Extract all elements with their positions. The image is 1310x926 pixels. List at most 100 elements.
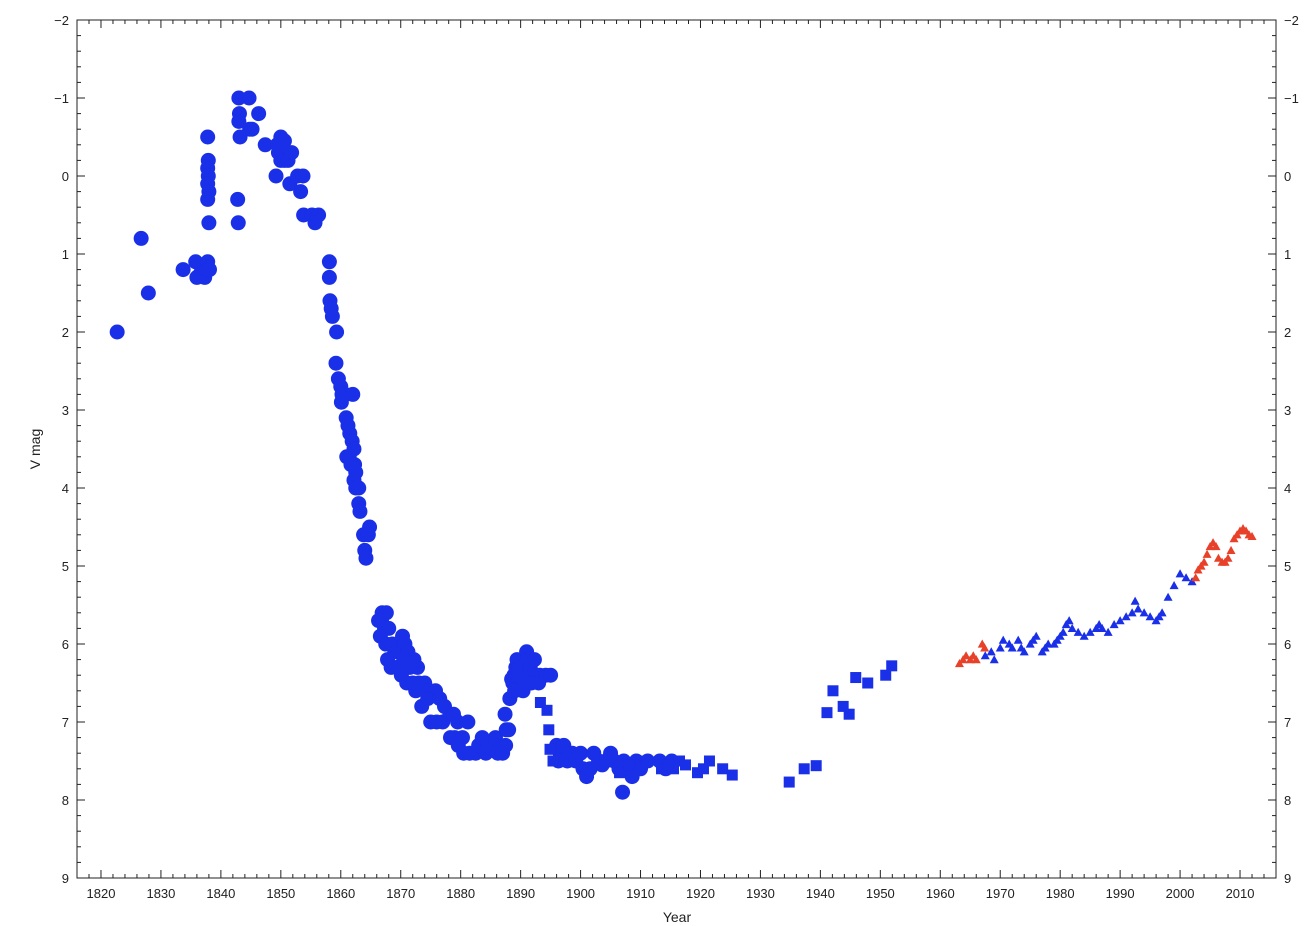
y-tick-label-left: 4 (62, 481, 69, 496)
y-tick-label-left: 6 (62, 637, 69, 652)
data-point-triangle (971, 655, 981, 664)
data-point-triangle (1163, 592, 1173, 601)
data-point-circle (276, 133, 292, 149)
data-point-triangle (1130, 596, 1140, 605)
x-tick-label: 1880 (446, 886, 475, 901)
y-tick-label-right: −2 (1284, 13, 1299, 28)
data-point-circle (200, 129, 216, 145)
x-tick-label: 1850 (266, 886, 295, 901)
y-tick-label-left: −2 (54, 13, 69, 28)
data-point-circle (251, 106, 267, 122)
data-point-triangle (961, 651, 971, 660)
data-point-circle (268, 168, 284, 184)
data-point-triangle (1211, 542, 1221, 551)
data-point-circle (410, 659, 426, 675)
data-point-square (679, 759, 691, 771)
data-point-circle (257, 137, 273, 153)
data-point-circle (498, 737, 514, 753)
x-tick-label: 1960 (926, 886, 955, 901)
data-point-square (541, 704, 553, 716)
data-point-square (656, 763, 668, 775)
data-point-circle (201, 215, 217, 231)
data-point-square (726, 769, 738, 781)
data-point-square (641, 755, 653, 767)
data-point-triangle (998, 635, 1008, 644)
x-tick-label: 2010 (1226, 886, 1255, 901)
x-tick-label: 1940 (806, 886, 835, 901)
data-point-circle (231, 113, 247, 129)
data-point-triangle (1085, 627, 1095, 636)
data-point-circle (324, 308, 340, 324)
x-tick-label: 1820 (87, 886, 116, 901)
data-point-triangle (1007, 643, 1017, 652)
data-point-circle (140, 285, 156, 301)
data-point-triangle (1121, 612, 1131, 621)
data-point-triangle (1109, 620, 1119, 629)
data-point-square (886, 660, 898, 672)
data-point-triangle (1058, 627, 1068, 636)
data-point-circle (307, 215, 323, 231)
x-tick-label: 1840 (206, 886, 235, 901)
data-point-square (703, 755, 715, 767)
y-tick-label-left: 1 (62, 247, 69, 262)
data-point-circle (497, 706, 513, 722)
x-tick-label: 1830 (146, 886, 175, 901)
data-point-circle (329, 324, 345, 340)
y-tick-label-left: 7 (62, 715, 69, 730)
data-point-circle (351, 480, 367, 496)
x-tick-label: 1950 (866, 886, 895, 901)
data-point-triangle (1115, 616, 1125, 625)
y-tick-label-right: 6 (1284, 637, 1291, 652)
data-point-square (543, 724, 555, 736)
data-point-circle (230, 191, 246, 207)
data-point-circle (293, 184, 309, 200)
data-point-triangle (1103, 627, 1113, 636)
data-point-square (717, 763, 729, 775)
data-point-triangle (1213, 553, 1223, 562)
data-point-triangle (1043, 639, 1053, 648)
data-point-circle (230, 215, 246, 231)
data-point-circle (408, 683, 424, 699)
tick-labels: 1820 1830 1840 1850 1860 1870 1880 1890 1900 1910… (54, 13, 1299, 901)
y-tick-label-right: 5 (1284, 559, 1291, 574)
y-tick-label-left: −1 (54, 91, 69, 106)
data-point-square (668, 763, 680, 775)
data-point-circle (328, 355, 344, 371)
y-tick-label-right: 0 (1284, 169, 1291, 184)
data-point-circle (175, 262, 191, 278)
data-point-triangle (1019, 647, 1029, 656)
data-point-circle (573, 745, 589, 761)
data-point-triangle (980, 643, 990, 652)
data-point-circle (501, 722, 517, 738)
data-point-triangle (1199, 557, 1209, 566)
data-point-circle (284, 145, 300, 161)
data-point-circle (244, 121, 260, 137)
x-axis-title: Year (663, 909, 692, 925)
data-point-square (862, 677, 874, 689)
data-point-triangle (1073, 627, 1083, 636)
data-point-circle (360, 527, 376, 543)
data-point-triangle (1169, 581, 1179, 590)
y-tick-label-right: 7 (1284, 715, 1291, 730)
data-point-triangle (1202, 549, 1212, 558)
data-point-circle (420, 691, 436, 707)
data-point-circle (358, 550, 374, 566)
data-point-square (623, 759, 635, 771)
data-point-square (662, 759, 674, 771)
y-tick-label-left: 3 (62, 403, 69, 418)
data-point-square (547, 755, 559, 767)
data-point-triangle (1139, 608, 1149, 617)
data-point-square (880, 669, 892, 681)
data-point-triangle (1247, 531, 1257, 540)
data-point-square (544, 743, 556, 755)
data-point-triangle (1175, 569, 1185, 578)
y-tick-label-left: 0 (62, 169, 69, 184)
data-point-triangle (1067, 623, 1077, 632)
y-tick-label-right: 3 (1284, 403, 1291, 418)
data-point-circle (321, 254, 337, 270)
data-point-triangle (1226, 545, 1236, 554)
data-point-square (810, 760, 822, 772)
x-tick-label: 2000 (1166, 886, 1195, 901)
data-point-square (837, 700, 849, 712)
data-point-circle (352, 503, 368, 519)
